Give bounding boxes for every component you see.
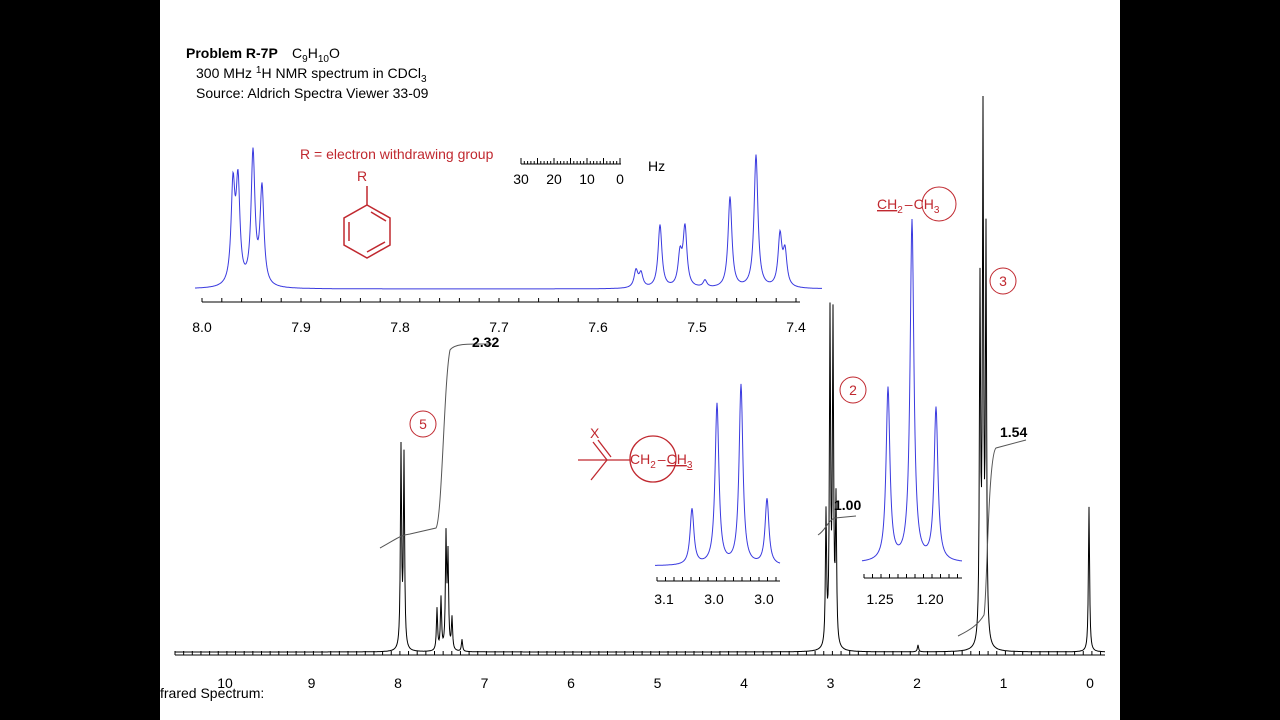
benzene: [343, 186, 391, 259]
axis-label: 3.1: [654, 591, 674, 607]
axis-label: 4: [740, 675, 748, 691]
f: 10: [318, 54, 330, 65]
line2: 300 MHz 1H NMR spectrum in CDCl3: [196, 65, 427, 85]
problem: Problem R-7P: [186, 45, 278, 61]
f: H: [308, 45, 318, 61]
signal-label: 5: [419, 416, 427, 432]
axis-label: 1.25: [866, 591, 893, 607]
spectrum: [175, 95, 1105, 653]
line3: Source: Aldrich Spectra Viewer 33-09: [196, 85, 429, 101]
t: 300 MHz: [196, 65, 256, 81]
axis-label: 3: [827, 675, 835, 691]
signal-label: 3: [999, 273, 1007, 289]
axis-label: 3.0: [754, 591, 774, 607]
spectrum: [655, 383, 781, 566]
axis-label: 7.9: [291, 319, 311, 335]
axis-label: 0: [1086, 675, 1094, 691]
t: CH: [630, 451, 650, 467]
t: 1: [256, 65, 262, 76]
footer: frared Spectrum:: [160, 685, 264, 701]
signal-label: 2: [849, 382, 857, 398]
circle: [921, 186, 957, 222]
t: CH: [914, 196, 934, 212]
signal-circle: [839, 376, 867, 404]
integral-label: 1.00: [834, 497, 861, 513]
formula: C9H10O: [292, 45, 340, 65]
t: 3: [934, 205, 940, 216]
integral-label: 1.54: [1000, 424, 1027, 440]
axis-label: 7.8: [390, 319, 410, 335]
f: C: [292, 45, 302, 61]
axis-label: 6: [567, 675, 575, 691]
axis-label: 3.0: [704, 591, 724, 607]
integral: [379, 343, 493, 549]
hz: Hz: [648, 158, 665, 174]
r: R: [357, 168, 367, 184]
axis-label: 9: [308, 675, 316, 691]
scale-label: 0: [616, 171, 624, 187]
panel: [160, 0, 1120, 720]
axis-label: 7.4: [786, 319, 806, 335]
integral: [957, 439, 1027, 637]
axis-label: 8.0: [192, 319, 212, 335]
ketone: [578, 435, 677, 483]
axis-label: 1.20: [916, 591, 943, 607]
axis-label: 10: [217, 675, 233, 691]
r-label: R = electron withdrawing group: [300, 146, 494, 162]
x: X: [590, 425, 600, 441]
axis-label: 7.7: [489, 319, 509, 335]
f: O: [329, 45, 340, 61]
axis-label: 7: [481, 675, 489, 691]
axis-label: 8: [394, 675, 402, 691]
scale-label: 20: [546, 171, 562, 187]
axis-label: 1: [1000, 675, 1008, 691]
signal-circle: [989, 267, 1017, 295]
t: H NMR spectrum in CDCl: [261, 65, 420, 81]
t: CH: [877, 196, 897, 212]
ethyl: CH2 –CH3: [877, 196, 940, 216]
axis-label: 7.6: [588, 319, 608, 335]
spectrum: [195, 147, 822, 290]
t: 3: [687, 460, 693, 471]
t: 3: [421, 74, 427, 85]
axis-label: 2: [913, 675, 921, 691]
ketone-group: CH2 –CH3: [630, 451, 693, 471]
f: 9: [302, 54, 308, 65]
t: 2: [650, 460, 656, 471]
integral-label: 2.32: [472, 334, 499, 350]
spectrum: [861, 218, 962, 562]
axis-label: 7.5: [687, 319, 707, 335]
axis-label: 5: [654, 675, 662, 691]
signal-circle: [409, 410, 437, 438]
t: 2: [897, 205, 903, 216]
scale-label: 30: [513, 171, 529, 187]
scale-label: 10: [579, 171, 595, 187]
integral: [817, 515, 857, 536]
t: CH: [667, 451, 687, 467]
